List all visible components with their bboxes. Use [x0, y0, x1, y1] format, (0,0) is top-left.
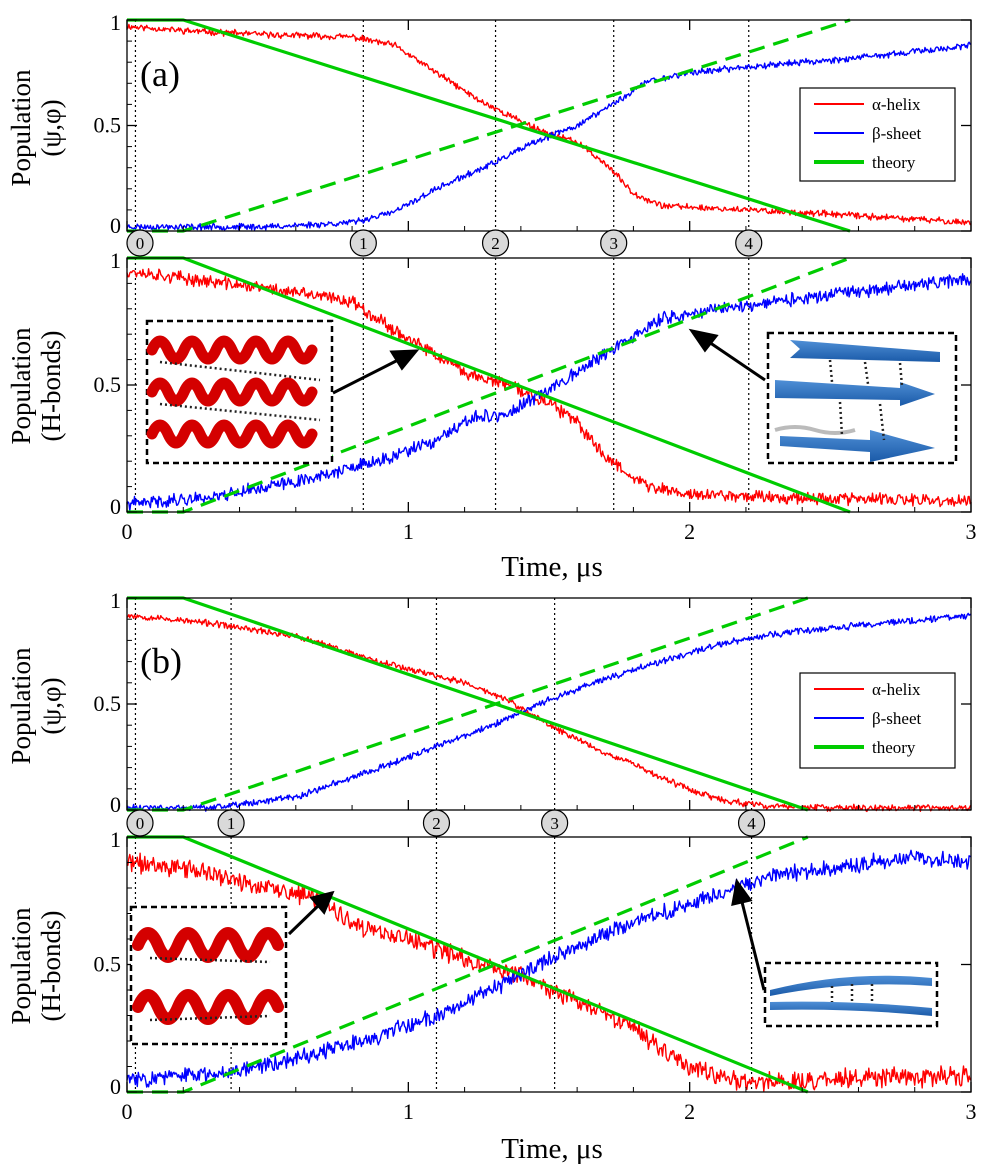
- helix-ribbon-icon: [132, 927, 284, 1025]
- hbond-dots-icon: [159, 360, 321, 422]
- ytick-label-p0-s1-0: 0: [110, 494, 121, 519]
- ytick-label-p0-s0-2: 1: [110, 10, 121, 35]
- legend-b-alpha: α-helix: [872, 680, 921, 699]
- xtick-label-p0-s1-1: 1: [403, 519, 414, 544]
- xlabel-b: Time, μs: [501, 1133, 603, 1165]
- event-label-1-3: 3: [550, 814, 559, 833]
- arrow-head-icon: [731, 878, 753, 906]
- xtick-label-p1-s1-1: 1: [403, 1099, 414, 1124]
- ylabel-b-top-line2: (ψ,φ): [36, 677, 66, 734]
- ytick-label-p1-s1-0: 0: [110, 1074, 121, 1099]
- ylabel-b-bottom-line1: Population: [6, 907, 36, 1025]
- arrow-sheet-a: [705, 338, 766, 382]
- legend-a-alpha: α-helix: [872, 95, 921, 114]
- ytick-label-p0-s0-1: 0.5: [94, 113, 122, 138]
- event-marker-0-3: [600, 229, 628, 257]
- ytick-label-p1-s0-1: 0.5: [94, 691, 122, 716]
- panel-label-b: (b): [140, 641, 182, 681]
- event-label-0-0: 0: [136, 234, 145, 253]
- series-p0-s1-0: [126, 268, 972, 508]
- inset-alpha-helix-b: [129, 905, 288, 1046]
- legend-a-beta: β-sheet: [872, 124, 922, 143]
- event-label-1-0: 0: [136, 814, 145, 833]
- event-label-1-1: 1: [227, 814, 236, 833]
- ytick-label-p1-s0-0: 0: [110, 792, 121, 817]
- arrow-helix-b: [287, 902, 322, 936]
- event-marker-1-3: [541, 809, 569, 837]
- ylabel-a-bottom-line1: Population: [6, 327, 36, 445]
- ylabel-b-bottom: Population (H-bonds): [6, 907, 66, 1025]
- series-p1-s0-1: [126, 612, 972, 812]
- xtick-label-p0-s1-2: 2: [684, 519, 695, 544]
- ytick-label-p1-s1-1: 0.5: [94, 952, 122, 977]
- arrow-head-icon: [389, 349, 420, 371]
- xlabel-a: Time, μs: [501, 551, 603, 583]
- ytick-label-p0-s1-2: 1: [110, 248, 121, 273]
- arrows: [287, 328, 766, 991]
- ylabel-b-top: Population (ψ,φ): [6, 647, 66, 765]
- legend-b-beta: β-sheet: [872, 709, 922, 728]
- hbond-dots-icon: [149, 956, 271, 1022]
- event-label-0-1: 1: [359, 234, 368, 253]
- arrow-head-icon: [309, 890, 335, 915]
- arrow-sheet-b: [739, 897, 766, 991]
- ytick-label-p0-s1-1: 0.5: [94, 372, 122, 397]
- ylabel-a-bottom-line2: (H-bonds): [36, 331, 66, 442]
- event-marker-0-4: [735, 229, 763, 257]
- event-marker-1-2: [422, 809, 451, 837]
- inset-alpha-helix-a: [145, 319, 334, 465]
- xtick-label-p0-s1-3: 3: [966, 519, 977, 544]
- event-marker-0-2: [481, 229, 510, 257]
- series-p1-s1-1: [126, 849, 972, 1088]
- legend-b-theory: theory: [872, 738, 916, 757]
- event-label-0-2: 2: [491, 234, 500, 253]
- hbond-dots-icon: [830, 984, 874, 1004]
- ylabel-a-bottom: Population (H-bonds): [6, 327, 66, 445]
- inset-beta-sheet-b: [763, 961, 939, 1028]
- event-label-1-2: 2: [432, 814, 441, 833]
- ylabel-a-top-line2: (ψ,φ): [36, 99, 66, 156]
- xtick-label-p1-s1-2: 2: [684, 1099, 695, 1124]
- helix-ribbon-icon: [146, 335, 318, 449]
- inset-beta-sheet-a: [766, 331, 958, 465]
- xtick-label-p0-s1-0: 0: [122, 519, 133, 544]
- event-label-0-3: 3: [609, 234, 618, 253]
- hbond-dots-icon: [828, 359, 904, 441]
- arrow-head-icon: [688, 328, 719, 353]
- beta-strand-icon: [770, 975, 932, 1016]
- event-marker-1-0: [126, 809, 154, 837]
- xtick-label-p1-s1-0: 0: [122, 1099, 133, 1124]
- panel-label-a: (a): [140, 54, 180, 94]
- event-marker-1-4: [737, 809, 766, 837]
- legend-a-theory: theory: [872, 153, 916, 172]
- series-p1-s1-0: [126, 852, 972, 1092]
- event-marker-0-0: [126, 229, 154, 257]
- event-label-0-4: 4: [744, 234, 753, 253]
- ylabel-b-bottom-line2: (H-bonds): [36, 911, 66, 1022]
- xtick-label-p1-s1-3: 3: [966, 1099, 977, 1124]
- ytick-label-p1-s0-2: 1: [110, 588, 121, 613]
- beta-strand-icon: [774, 340, 940, 462]
- ytick-label-p1-s1-2: 1: [110, 827, 121, 852]
- legend-a: α-helix β-sheet theory: [799, 87, 956, 182]
- ylabel-a-top-line1: Population: [6, 69, 36, 187]
- series-p0-s1-1: [126, 273, 972, 512]
- ylabel-b-top-line1: Population: [6, 647, 36, 765]
- arrow-helix-a: [332, 357, 401, 395]
- ytick-label-p0-s0-0: 0: [110, 213, 121, 238]
- event-marker-1-1: [217, 809, 245, 837]
- ylabel-a-top: Population (ψ,φ): [6, 69, 66, 187]
- legend-b: α-helix β-sheet theory: [799, 672, 956, 769]
- event-label-1-4: 4: [747, 814, 756, 833]
- event-marker-0-1: [349, 229, 377, 257]
- series-p1-s0-0: [126, 614, 972, 813]
